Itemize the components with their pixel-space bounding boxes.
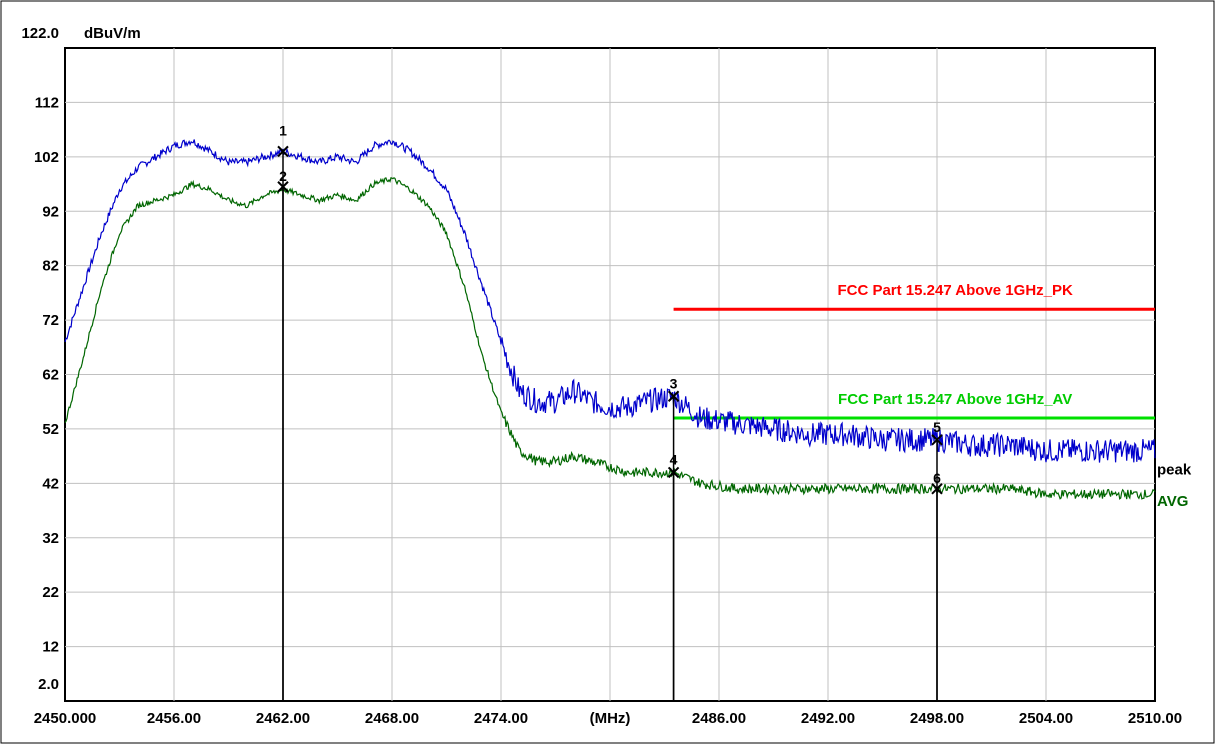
marker-cross <box>667 390 680 402</box>
trace-peak <box>64 139 1156 463</box>
marker-label: 6 <box>933 470 941 486</box>
x-tick-label: 2474.00 <box>474 710 528 727</box>
x-tick-label: 2486.00 <box>692 710 746 727</box>
y-tick-label: 52 <box>42 421 59 438</box>
y-tick-label: 122.0 <box>21 25 59 42</box>
x-tick-label: 2462.00 <box>256 710 310 727</box>
marker-label: 5 <box>933 419 941 435</box>
markers: 1 2 3 4 5 6 <box>277 122 943 701</box>
marker-label: 1 <box>279 122 287 138</box>
x-tick-labels: 2450.000 2456.00 2462.00 2468.00 2474.00 (MHz… <box>34 710 1182 727</box>
y-tick-label: 102 <box>34 149 59 166</box>
x-tick-label: 2450.000 <box>34 710 97 727</box>
x-tick-label: 2492.00 <box>801 710 855 727</box>
series-label: peak <box>1157 462 1192 479</box>
y-tick-label: 42 <box>42 475 59 492</box>
grid-lines <box>65 48 1155 701</box>
x-tick-label: 2510.00 <box>1128 710 1182 727</box>
x-tick-label: 2504.00 <box>1019 710 1073 727</box>
limit-lines: FCC Part 15.247 Above 1GHz_PK FCC Part 15… <box>673 282 1155 420</box>
marker-cross <box>277 181 289 193</box>
x-tick-label: 2468.00 <box>365 710 419 727</box>
y-tick-label: 32 <box>42 530 59 547</box>
y-tick-label: 22 <box>42 584 59 601</box>
y-axis-label: dBuV/m <box>84 25 141 42</box>
trace-avg <box>64 176 1156 500</box>
marker-cross <box>277 145 289 158</box>
marker-label: 3 <box>670 375 678 391</box>
marker-cross <box>931 434 943 446</box>
series-label: AVG <box>1157 493 1188 510</box>
y-tick-label: 72 <box>42 312 59 329</box>
limit-label: FCC Part 15.247 Above 1GHz_PK <box>837 282 1073 299</box>
x-tick-label: (MHz) <box>590 710 631 727</box>
limit-label: FCC Part 15.247 Above 1GHz_AV <box>838 391 1072 408</box>
marker-cross <box>931 483 943 495</box>
marker-label: 4 <box>670 451 678 467</box>
y-tick-label: 112 <box>35 94 59 111</box>
y-tick-label: 2.0 <box>38 676 59 693</box>
marker-cross <box>667 466 680 479</box>
y-tick-label: 62 <box>42 367 59 384</box>
marker-label: 2 <box>279 168 287 184</box>
x-tick-label: 2498.00 <box>910 710 964 727</box>
y-tick-label: 92 <box>42 203 59 220</box>
y-tick-label: 82 <box>42 258 59 275</box>
traces: peak AVG <box>64 139 1192 510</box>
y-tick-label: 12 <box>42 639 59 656</box>
x-tick-label: 2456.00 <box>147 710 201 727</box>
